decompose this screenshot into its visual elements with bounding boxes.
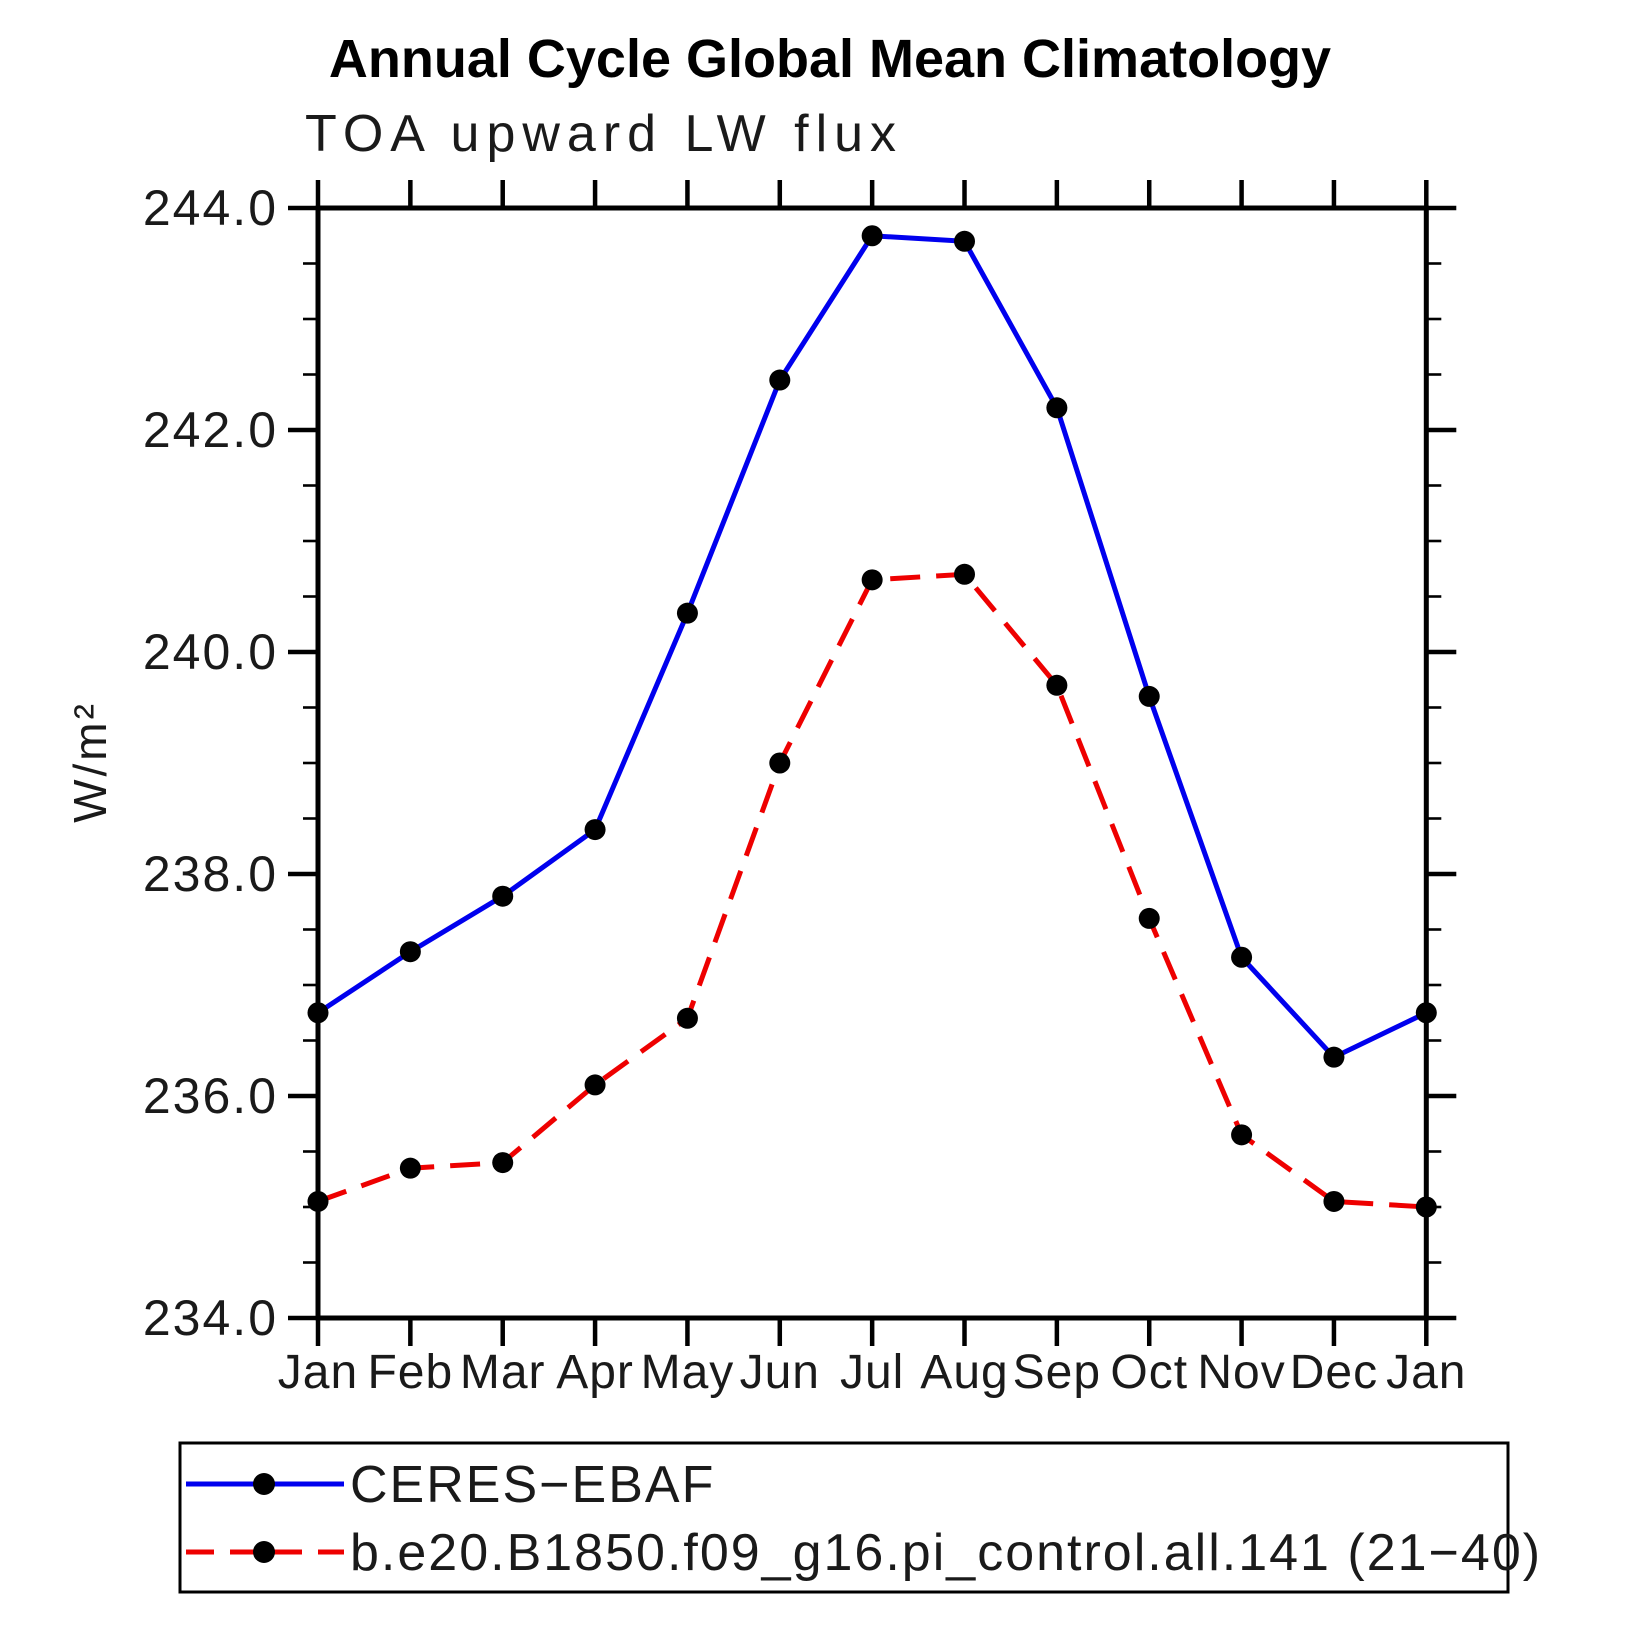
data-point-marker	[399, 1157, 421, 1179]
chart-title: Annual Cycle Global Mean Climatology	[328, 29, 1332, 89]
y-tick-label: 238.0	[143, 846, 278, 902]
data-point-marker	[769, 369, 791, 391]
legend-marker-1	[253, 1541, 275, 1563]
data-point-marker	[307, 1002, 329, 1024]
legend-box	[178, 1441, 1510, 1594]
data-point-marker	[1138, 685, 1160, 707]
chart-subtitle: TOA upward LW flux	[305, 105, 904, 163]
series-line-0	[316, 233, 1428, 1061]
x-tick-label: Feb	[367, 1346, 453, 1399]
x-tick-label: Jan	[278, 1346, 358, 1399]
series-line-1	[317, 571, 1427, 1210]
data-point-marker	[399, 941, 421, 963]
data-point-marker	[1415, 1002, 1437, 1024]
data-point-marker	[954, 230, 976, 252]
data-point-marker	[676, 1007, 698, 1029]
data-point-marker	[1046, 397, 1068, 419]
data-point-marker	[1138, 907, 1160, 929]
x-tick-label: Dec	[1290, 1346, 1378, 1399]
x-tick-label: May	[641, 1346, 735, 1399]
y-tick-label: 240.0	[143, 624, 278, 680]
data-point-marker	[492, 885, 514, 907]
y-tick-label: 236.0	[143, 1068, 278, 1124]
data-point-marker	[676, 602, 698, 624]
x-tick-label: Oct	[1110, 1346, 1188, 1399]
x-tick-label: Mar	[460, 1346, 546, 1399]
x-tick-label: Jun	[740, 1346, 820, 1399]
x-tick-label: Sep	[1013, 1346, 1101, 1399]
data-point-marker	[861, 569, 883, 591]
data-point-marker	[1415, 1196, 1437, 1218]
legend-label-1: b.e20.B1850.f09_g16.pi_control.all.141 (…	[350, 1524, 1542, 1582]
data-point-marker	[307, 1190, 329, 1212]
legend-label-0: CERES−EBAF	[350, 1456, 715, 1514]
data-point-marker	[954, 563, 976, 585]
data-point-marker	[861, 225, 883, 247]
data-point-marker	[769, 752, 791, 774]
data-point-marker	[584, 819, 606, 841]
data-point-marker	[1323, 1046, 1345, 1068]
x-tick-label: Jan	[1386, 1346, 1466, 1399]
x-tick-label: Nov	[1197, 1346, 1285, 1399]
legend-marker-0	[253, 1473, 275, 1495]
x-tick-label: Apr	[556, 1346, 634, 1399]
x-tick-label: Aug	[920, 1346, 1008, 1399]
data-point-marker	[1323, 1190, 1345, 1212]
y-tick-label: 234.0	[143, 1290, 278, 1346]
plot-frame	[315, 205, 1429, 1321]
data-point-marker	[1231, 946, 1253, 968]
data-point-marker	[492, 1152, 514, 1174]
x-tick-label: Jul	[840, 1346, 904, 1399]
data-point-marker	[1231, 1124, 1253, 1146]
data-point-marker	[584, 1074, 606, 1096]
data-point-marker	[1046, 674, 1068, 696]
y-tick-label: 244.0	[143, 180, 278, 236]
y-tick-label: 242.0	[143, 402, 278, 458]
